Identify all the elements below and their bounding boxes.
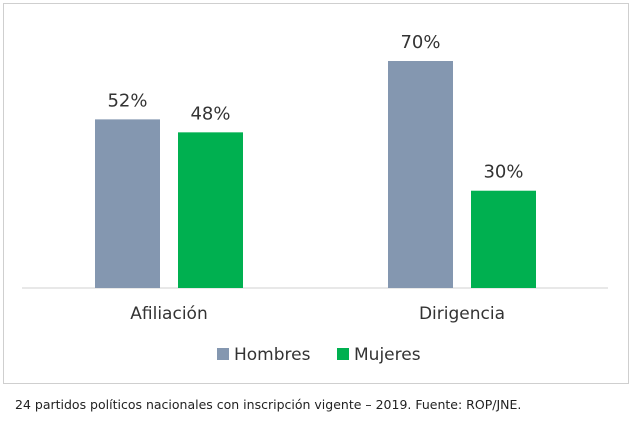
legend-swatch-hombres [217, 348, 229, 360]
legend-label-hombres: Hombres [234, 345, 311, 365]
data-label-hombres-0: 52% [107, 90, 147, 111]
chart-frame: 52% 48% Afiliación 70% 30% Dirigencia Hombres M… [3, 3, 629, 384]
data-label-mujeres-1: 30% [483, 162, 523, 183]
bar-chart: 52% 48% Afiliación 70% 30% Dirigencia Hombres M… [4, 4, 630, 385]
data-label-hombres-1: 70% [400, 32, 440, 53]
bar-hombres-1 [388, 61, 453, 288]
bar-mujeres-0 [178, 132, 243, 288]
legend-label-mujeres: Mujeres [354, 345, 421, 365]
bar-hombres-0 [95, 119, 160, 288]
category-label-0: Afiliación [130, 304, 207, 324]
legend-swatch-mujeres [337, 348, 349, 360]
category-label-1: Dirigencia [419, 304, 505, 324]
data-label-mujeres-0: 48% [190, 103, 230, 124]
bar-mujeres-1 [471, 191, 536, 288]
chart-footnote: 24 partidos políticos nacionales con ins… [15, 397, 521, 412]
